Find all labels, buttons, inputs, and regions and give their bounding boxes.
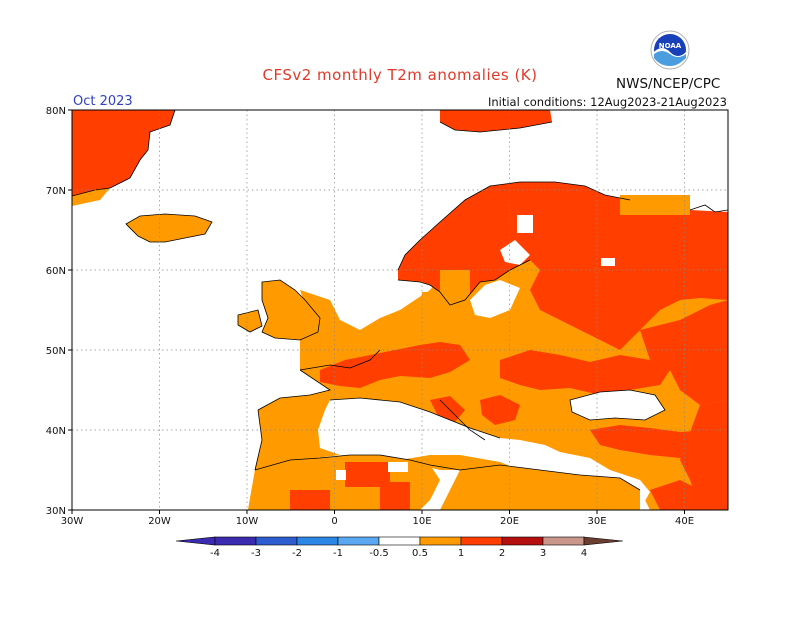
lat-tick-label: 70N <box>46 186 66 197</box>
map-title: CFSv2 monthly T2m anomalies (K) <box>262 66 538 84</box>
central-europe-anomaly-red <box>320 342 470 388</box>
svalbard-anomaly <box>440 110 552 132</box>
axis-ticks <box>68 109 685 514</box>
colorbar-label: 0.5 <box>412 548 428 559</box>
scandinavia-anomaly-red <box>398 182 728 350</box>
colorbar-label: 4 <box>581 548 587 559</box>
lat-tick-label: 50N <box>46 346 66 357</box>
lon-tick-label: 10W <box>236 516 259 527</box>
colorbar-label: 3 <box>540 548 546 559</box>
lon-tick-label: 10E <box>412 516 431 527</box>
lon-tick-label: 0 <box>331 516 337 527</box>
noaa-logo-icon: NOAA <box>650 30 690 70</box>
lon-tick-label: 20E <box>500 516 519 527</box>
lat-tick-labels: 30N 40N 50N 60N 70N 80N <box>46 106 66 517</box>
lat-tick-label: 80N <box>46 106 66 117</box>
map-frame <box>71 109 729 511</box>
colorbar <box>175 536 624 546</box>
lon-tick-label: 40E <box>675 516 694 527</box>
colorbar-label: -3 <box>251 548 261 559</box>
turkey-anomaly <box>590 425 728 470</box>
map-field <box>72 110 728 510</box>
lat-tick-label: 30N <box>46 506 66 517</box>
lat-tick-label: 60N <box>46 266 66 277</box>
iceland-anomaly <box>126 214 212 242</box>
coastlines <box>72 110 728 491</box>
initial-conditions: Initial conditions: 12Aug2023-21Aug2023 <box>487 95 727 109</box>
lon-tick-labels: 30W 20W 10W 0 10E 20E 30E 40E <box>61 516 694 527</box>
colorbar-label: -0.5 <box>369 548 389 559</box>
colorbar-label: -1 <box>333 548 343 559</box>
lon-tick-label: 30W <box>61 516 84 527</box>
colorbar-label: 1 <box>458 548 464 559</box>
lat-tick-label: 40N <box>46 426 66 437</box>
agency-label: NWS/NCEP/CPC <box>616 76 721 92</box>
colorbar-label: -2 <box>292 548 302 559</box>
colorbar-label: -4 <box>210 548 220 559</box>
graticule <box>72 110 728 510</box>
colorbar-label: 2 <box>499 548 505 559</box>
forecast-month: Oct 2023 <box>73 94 133 109</box>
svg-text:NOAA: NOAA <box>659 42 682 50</box>
lon-tick-label: 20W <box>148 516 171 527</box>
colorbar-labels: -4 -3 -2 -1 -0.5 0.5 1 2 3 4 <box>210 548 587 559</box>
uk-anomaly <box>262 280 320 340</box>
greenland-anomaly <box>72 110 175 205</box>
lon-tick-label: 30E <box>587 516 606 527</box>
